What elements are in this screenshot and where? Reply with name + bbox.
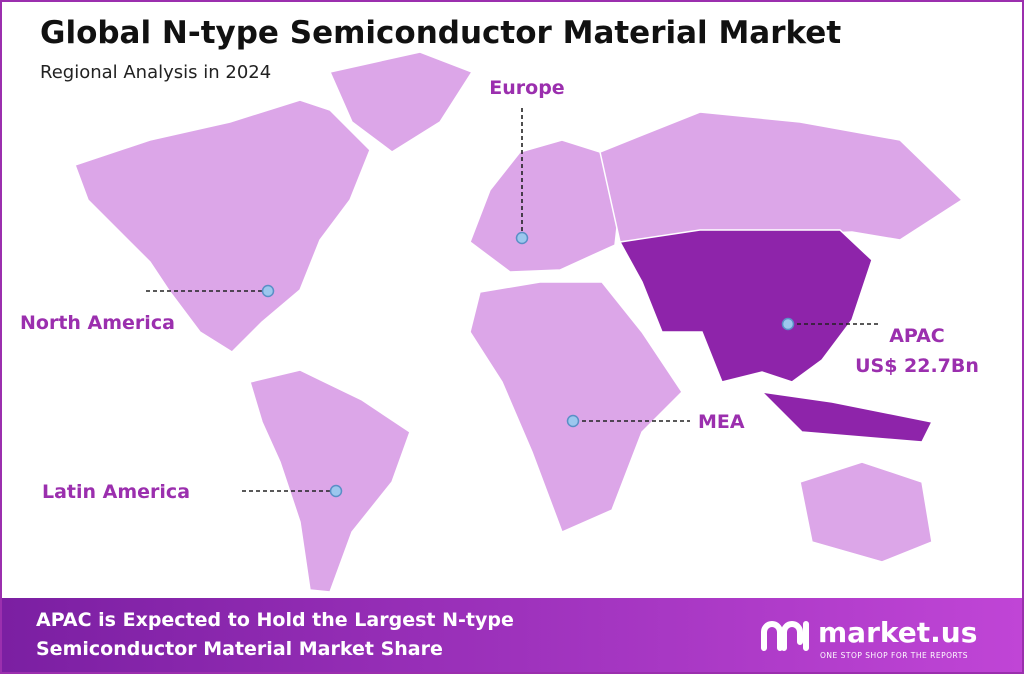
footer-text: APAC is Expected to Hold the Largest N-t… <box>36 609 514 631</box>
tagline: ONE STOP SHOP FOR THE REPORTS <box>820 651 968 660</box>
marker <box>329 484 343 498</box>
greenland <box>328 51 474 153</box>
footer-band <box>2 598 1022 672</box>
logo-icon <box>761 621 809 651</box>
title: Global N-type Semiconductor Material Mar… <box>40 15 841 51</box>
region-label: North America <box>20 312 175 334</box>
region-label: Latin America <box>42 481 190 503</box>
leaders <box>146 108 880 498</box>
world-map <box>74 51 964 593</box>
marker <box>566 414 580 428</box>
asia-pacific <box>618 229 873 383</box>
footer-text: Semiconductor Material Market Share <box>36 638 443 660</box>
brand: market.us <box>818 616 977 649</box>
region-label: Europe <box>489 77 564 99</box>
marker <box>781 317 795 331</box>
south-america <box>249 369 411 593</box>
region-label: MEA <box>698 411 745 433</box>
africa <box>469 281 683 534</box>
marker <box>261 284 275 298</box>
marker <box>515 231 529 245</box>
north-america <box>74 99 371 353</box>
indonesia <box>759 390 934 443</box>
australia <box>799 461 933 563</box>
region-label: APAC <box>889 325 945 347</box>
subtitle: Regional Analysis in 2024 <box>40 62 271 83</box>
region-value: US$ 22.7Bn <box>855 355 979 377</box>
logo: market.us ONE STOP SHOP FOR THE REPORTS <box>761 616 977 660</box>
